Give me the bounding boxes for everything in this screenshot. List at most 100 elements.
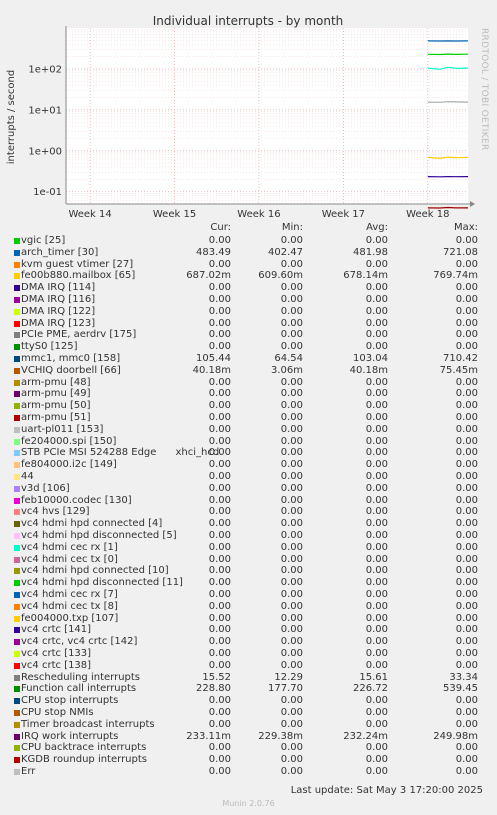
legend-swatch	[14, 757, 20, 764]
legend-header-max: Max:	[453, 222, 478, 233]
legend-row: vc4 hdmi hpd disconnected [11] 0.00 0.00 0.…	[0, 577, 497, 589]
legend-value-min: 3.06m	[270, 364, 303, 376]
legend-swatch	[14, 509, 20, 516]
legend-value-max: 0.00	[455, 718, 478, 730]
legend-row: STB PCIe MSI 524288 Edge xhci_hcd 0.00 0.0…	[0, 447, 497, 459]
legend-value-avg: 40.18m	[349, 364, 388, 376]
legend-series-name: CPU backtrace interrupts	[21, 742, 147, 754]
legend-series-name: vc4 hdmi cec tx [8]	[21, 600, 118, 612]
legend-value-avg: 0.00	[365, 648, 388, 659]
legend-row: arch_timer [30] 483.49 402.47 481.98 721.08	[0, 247, 497, 259]
legend-row: KGDB roundup interrupts 0.00 0.00 0.00 0.00	[0, 754, 497, 766]
x-axis-ticks: Week 14 Week 15 Week 16 Week 17 Week 18	[68, 209, 449, 220]
legend-series-name: kvm guest vtimer [27]	[21, 258, 134, 270]
legend-swatch	[14, 273, 20, 280]
legend-value-max: 0.00	[455, 541, 478, 553]
legend-row: DMA IRQ [116] 0.00 0.00 0.00 0.00	[0, 294, 497, 306]
legend-value-avg: 0.00	[365, 341, 388, 353]
legend-value-max: 0.00	[455, 589, 478, 600]
y-tick-label: 1e-01	[33, 187, 62, 198]
legend-row: fe204000.spi [150] 0.00 0.00 0.00 0.00	[0, 436, 497, 448]
legend-value-avg: 0.00	[365, 695, 388, 707]
legend-value-avg: 0.00	[365, 553, 388, 565]
legend-value-min: 609.60m	[258, 270, 303, 282]
legend-series-name: feb10000.codec [130]	[21, 494, 132, 506]
legend-value-avg: 0.00	[365, 612, 388, 624]
legend-swatch	[14, 249, 20, 256]
legend-swatch	[14, 533, 20, 539]
legend-swatch	[14, 721, 20, 728]
legend-value-avg: 0.00	[365, 589, 388, 600]
legend-series-name: arm-pmu [48]	[21, 376, 91, 388]
legend-value-avg: 0.00	[365, 459, 388, 471]
x-tick-label: Week 14	[68, 209, 111, 220]
legend-value-min: 0.00	[280, 388, 303, 400]
legend-value-cur: 0.00	[208, 659, 231, 671]
legend-series-name: 44	[21, 471, 34, 482]
y-tick-label: 1e+00	[28, 146, 62, 157]
legend-value-min: 0.00	[280, 754, 303, 766]
legend-row: vc4 hdmi hpd connected [10] 0.00 0.00 0.00 0…	[0, 565, 497, 577]
legend-series-name: v3d [106]	[21, 482, 70, 494]
x-tick-label: Week 18	[406, 209, 449, 220]
legend-value-cur: 0.00	[208, 494, 231, 506]
legend-row: ttyS0 [125] 0.00 0.00 0.00 0.00	[0, 341, 497, 353]
legend-value-cur: 0.00	[208, 435, 231, 447]
legend-series-name: Err	[21, 766, 36, 777]
legend-value-cur: 0.00	[208, 258, 231, 270]
legend-value-avg: 0.00	[365, 518, 388, 530]
legend-value-min: 0.00	[280, 423, 303, 435]
legend-value-max: 721.08	[443, 246, 478, 258]
legend-value-max: 0.00	[455, 317, 478, 329]
legend-value-cur: 0.00	[208, 589, 231, 600]
legend-row: vc4 crtc, vc4 crtc [142] 0.00 0.00 0.00 0.00	[0, 636, 497, 648]
legend-series-name: DMA IRQ [122]	[21, 305, 96, 317]
legend-value-avg: 0.00	[365, 707, 388, 718]
legend-value-avg: 0.00	[365, 294, 388, 305]
legend-value-cur: 0.00	[208, 294, 231, 305]
last-update: Last update: Sat May 3 17:20:00 2025	[290, 785, 483, 796]
legend-row: vc4 hdmi hpd disconnected [5] 0.00 0.00 0.0…	[0, 530, 497, 542]
legend-series-name: VCHIQ doorbell [66]	[21, 364, 121, 376]
legend-value-avg: 0.00	[365, 412, 388, 423]
legend-value-min: 0.00	[280, 471, 303, 482]
legend-swatch	[14, 698, 20, 705]
legend-value-cur: 0.00	[208, 577, 231, 589]
legend-value-min: 0.00	[280, 541, 303, 553]
legend-value-max: 0.00	[455, 648, 478, 659]
legend-value-max: 0.00	[455, 294, 478, 305]
legend-value-max: 0.00	[455, 636, 478, 648]
legend-value-max: 0.00	[455, 659, 478, 671]
legend-value-min: 0.00	[280, 482, 303, 494]
legend-swatch	[14, 497, 20, 504]
legend-series-name: arm-pmu [49]	[21, 388, 91, 400]
legend-value-min: 0.00	[280, 400, 303, 412]
legend-value-max: 0.00	[455, 506, 478, 518]
grid-lines	[66, 28, 468, 205]
legend-swatch	[14, 710, 20, 716]
legend-value-min: 0.00	[280, 695, 303, 707]
legend-row: mmc1, mmc0 [158] 105.44 64.54 103.04 710.42	[0, 353, 497, 365]
legend-value-avg: 15.61	[359, 671, 388, 683]
legend-row: CPU stop interrupts 0.00 0.00 0.00 0.00	[0, 695, 497, 707]
legend-swatch	[14, 686, 20, 693]
legend-value-avg: 0.00	[365, 541, 388, 553]
legend-value-min: 0.00	[280, 565, 303, 577]
legend-value-cur: 0.00	[208, 341, 231, 353]
legend-value-cur: 0.00	[208, 400, 231, 412]
legend-value-max: 0.00	[455, 766, 478, 777]
y-axis-ticks: 1e-01 1e+00 1e+01 1e+02	[28, 64, 62, 198]
legend-value-max: 0.00	[455, 435, 478, 447]
legend-value-min: 0.00	[280, 707, 303, 718]
legend-series-name: DMA IRQ [114]	[21, 282, 96, 294]
legend-series-name: vc4 hdmi hpd connected [4]	[21, 518, 163, 530]
legend-swatch	[14, 261, 20, 268]
legend-value-cur: 0.00	[208, 707, 231, 718]
legend-value-avg: 0.00	[365, 624, 388, 636]
legend-value-cur: 0.00	[208, 282, 231, 294]
y-tick-label: 1e+01	[28, 105, 62, 116]
legend-value-min: 229.38m	[258, 730, 303, 742]
legend-row: vc4 hdmi cec rx [1] 0.00 0.00 0.00 0.00	[0, 542, 497, 554]
interrupts-chart: Individual interrupts - by month interru…	[6, 14, 475, 220]
series-line	[427, 101, 469, 103]
